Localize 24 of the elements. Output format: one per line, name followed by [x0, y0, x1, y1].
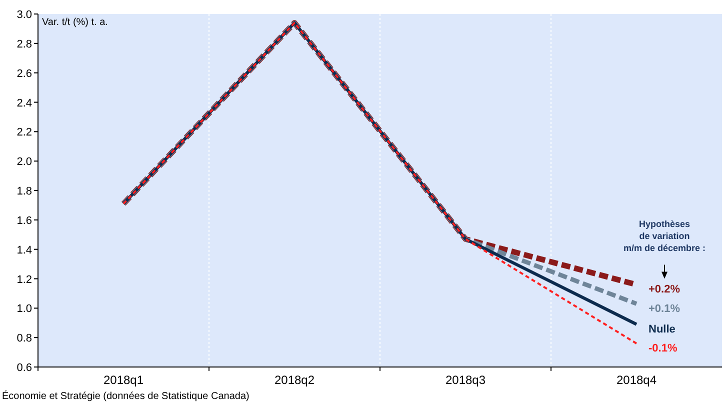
- y-tick-label: 2.8: [16, 38, 32, 50]
- y-tick-label: 1.6: [16, 214, 32, 227]
- y-tick-label: 2.6: [16, 68, 32, 80]
- series-label: Nulle: [648, 323, 676, 336]
- series-label: -0.1%: [648, 342, 678, 354]
- y-tick-label: 1.2: [16, 274, 32, 286]
- x-tick-label: 2018q4: [616, 373, 657, 387]
- y-tick-label: 2.0: [16, 156, 32, 168]
- y-tick-label: 0.8: [16, 332, 32, 345]
- annotation: Hypothèses de variation m/m de décembre :: [623, 218, 706, 253]
- y-tick-label: 0.6: [16, 362, 32, 374]
- x-tick-label: 2018q1: [103, 373, 144, 387]
- y-axis-title: Var. t/t (%) t. a.: [42, 17, 108, 28]
- y-tick-label: 1.8: [16, 186, 32, 198]
- x-tick-label: 2018q3: [445, 373, 486, 387]
- y-tick-label: 2.2: [16, 126, 32, 139]
- y-tick-label: 2.4: [16, 97, 32, 110]
- text: Économie et Stratégie (données de Statistique Canada): [2, 390, 250, 402]
- series-label: +0.2%: [648, 284, 680, 296]
- y-tick-label: 1.4: [16, 244, 32, 256]
- y-tick-label: 1.0: [16, 303, 32, 316]
- x-tick-label: 2018q2: [274, 373, 315, 387]
- series-label: +0.1%: [648, 302, 680, 315]
- y-tick-label: 3.0: [16, 9, 32, 21]
